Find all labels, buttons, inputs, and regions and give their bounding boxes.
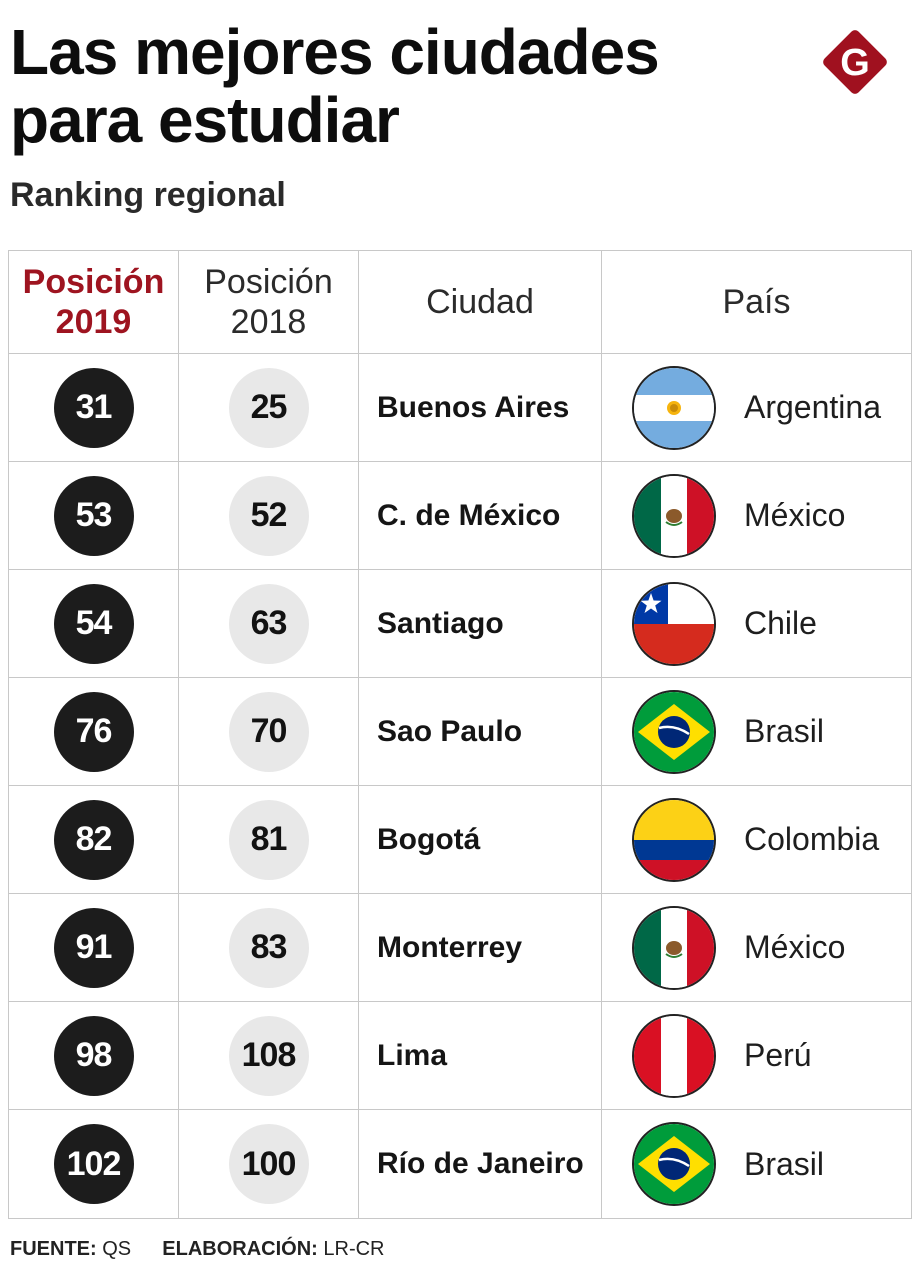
title-line-1: Las mejores ciudades <box>10 16 660 88</box>
city-name: Río de Janeiro <box>377 1147 584 1180</box>
brazil-flag-icon <box>632 1122 716 1206</box>
rank-2018-badge: 81 <box>228 799 309 880</box>
header-pos2018-line1: Posición <box>204 263 333 301</box>
country-name: Brasil <box>744 713 825 749</box>
city-name: Sao Paulo <box>377 714 523 748</box>
peru-flag-icon <box>632 1013 716 1098</box>
rank-2019-badge: 91 <box>53 907 134 988</box>
header-pos2019-line1: Posición <box>22 263 165 301</box>
table-row: 31 25 Buenos Aires Argentina <box>9 354 911 462</box>
mexico-flag-icon <box>632 905 716 990</box>
rank-2019-badge: 54 <box>53 583 134 664</box>
source-label: FUENTE: <box>10 1238 97 1260</box>
rank-2018-badge: 70 <box>228 691 309 772</box>
rank-2019-badge: 76 <box>53 691 134 772</box>
rank-2018-badge: 100 <box>228 1124 309 1204</box>
city-name: Buenos Aires <box>377 390 570 424</box>
city-name: Lima <box>377 1038 448 1072</box>
brazil-flag-icon <box>632 689 716 774</box>
rank-2018-badge: 52 <box>228 475 309 556</box>
brand-logo: G <box>818 25 892 99</box>
city-name: Santiago <box>377 606 504 640</box>
country-name: Chile <box>744 605 817 641</box>
header-city: Ciudad <box>359 251 602 353</box>
country-name: Argentina <box>744 389 881 425</box>
header-pos2018-line2: 2018 <box>230 303 307 341</box>
chile-flag-icon <box>632 581 716 666</box>
table-row: 82 81 Bogotá Colombia <box>9 786 911 894</box>
title-line-2: para estudiar <box>10 84 400 156</box>
city-name: Bogotá <box>377 822 481 856</box>
header-position-2019: Posición 2019 <box>9 251 179 353</box>
rank-2019-badge: 82 <box>53 799 134 880</box>
city-name: Monterrey <box>377 930 523 964</box>
header-country: País <box>722 283 791 321</box>
rank-2018-badge: 63 <box>228 583 309 664</box>
g-logo-icon: G <box>823 30 887 94</box>
logo-letter: G <box>840 42 870 84</box>
table-row: 54 63 Santiago Chile <box>9 570 911 678</box>
table-row: 91 83 Monterrey México <box>9 894 911 1002</box>
header-pos2019-line2: 2019 <box>55 303 132 341</box>
ranking-table: Posición 2019 Posición 2018 Ciudad País 31… <box>8 250 912 1219</box>
footer-credits: FUENTE: QS ELABORACIÓN: LR-CR <box>10 1238 385 1261</box>
credit-value: LR-CR <box>323 1238 385 1260</box>
country-name: México <box>744 929 846 965</box>
country-name: Colombia <box>744 821 880 857</box>
page-title: Las mejores ciudades para estudiar <box>10 18 770 154</box>
rank-2019-badge: 53 <box>53 475 134 556</box>
country-name: Perú <box>744 1037 812 1073</box>
credit-label: ELABORACIÓN: <box>162 1238 318 1260</box>
table-row: 53 52 C. de México México <box>9 462 911 570</box>
header-position-2018: Posición 2018 <box>179 251 359 353</box>
rank-2019-badge: 102 <box>53 1124 134 1204</box>
rank-2019-badge: 31 <box>53 367 134 448</box>
table-row: 98 108 Lima Perú <box>9 1002 911 1110</box>
rank-2018-badge: 83 <box>228 907 309 988</box>
country-name: Brasil <box>744 1145 825 1182</box>
source-value: QS <box>102 1238 132 1260</box>
argentina-flag-icon <box>632 365 716 450</box>
table-header-row: Posición 2019 Posición 2018 Ciudad País <box>9 251 911 354</box>
country-name: México <box>744 497 846 533</box>
table-row: 102 100 Río de Janeiro Brasil <box>9 1110 911 1218</box>
page-subtitle: Ranking regional <box>10 176 286 214</box>
rank-2018-badge: 108 <box>228 1015 309 1096</box>
colombia-flag-icon <box>632 797 716 882</box>
rank-2019-badge: 98 <box>53 1015 134 1096</box>
mexico-flag-icon <box>632 473 716 558</box>
rank-2018-badge: 25 <box>228 367 309 448</box>
table-row: 76 70 Sao Paulo Brasil <box>9 678 911 786</box>
city-name: C. de México <box>377 498 561 532</box>
